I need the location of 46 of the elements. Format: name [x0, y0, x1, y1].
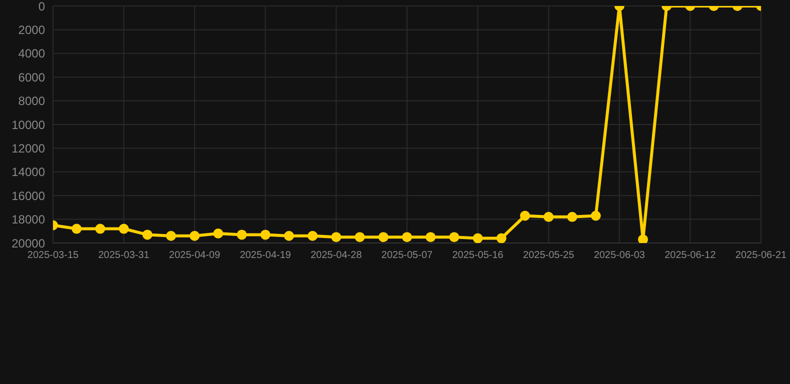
- x-tick-label: 2025-06-03: [594, 250, 646, 262]
- point: [472, 233, 483, 243]
- x-tick-label: 2025-06-12: [664, 250, 716, 262]
- point: [260, 230, 270, 240]
- y-tick-label: 12000: [12, 141, 46, 156]
- x-tick-label: 2025-06-21: [735, 250, 788, 262]
- point: [213, 228, 224, 239]
- y-tick-label: 6000: [18, 70, 46, 84]
- x-tick-label: 2025-04-28: [310, 250, 362, 262]
- point: [166, 230, 176, 241]
- y-tick-label: 4000: [18, 46, 46, 61]
- y-tick-label: 14000: [12, 165, 46, 180]
- point: [638, 234, 648, 243]
- point: [236, 230, 247, 240]
- point: [402, 232, 412, 242]
- x-tick-label: 2025-05-07: [381, 250, 434, 262]
- point: [590, 210, 601, 221]
- point: [567, 212, 578, 222]
- point: [378, 232, 388, 242]
- point: [496, 233, 506, 243]
- y-tick-label: 10000: [12, 118, 46, 132]
- point: [190, 230, 200, 241]
- point: [354, 232, 365, 242]
- y-tick-label: 2000: [18, 22, 46, 37]
- y-tick-label: 18000: [12, 212, 46, 227]
- point: [331, 232, 342, 242]
- point: [426, 232, 436, 242]
- point: [142, 230, 152, 240]
- point: [520, 210, 530, 221]
- y-tick-label: 8000: [18, 94, 46, 108]
- point: [72, 224, 82, 234]
- y-tick-label: 16000: [12, 188, 46, 203]
- point: [449, 232, 460, 242]
- x-tick-label: 2025-05-25: [523, 250, 575, 262]
- x-tick-label: 2025-05-16: [452, 250, 504, 262]
- x-tick-label: 2025-04-19: [240, 250, 292, 262]
- point: [118, 224, 129, 234]
- x-tick-label: 2025-03-31: [98, 250, 150, 262]
- point: [284, 230, 294, 241]
- y-tick-label: 0: [38, 0, 46, 14]
- y-tick-label: 20000: [12, 236, 46, 250]
- point: [95, 224, 106, 234]
- point: [544, 212, 554, 222]
- point: [308, 230, 318, 241]
- x-tick-label: 2025-03-15: [27, 250, 80, 262]
- x-tick-label: 2025-04-09: [169, 250, 221, 262]
